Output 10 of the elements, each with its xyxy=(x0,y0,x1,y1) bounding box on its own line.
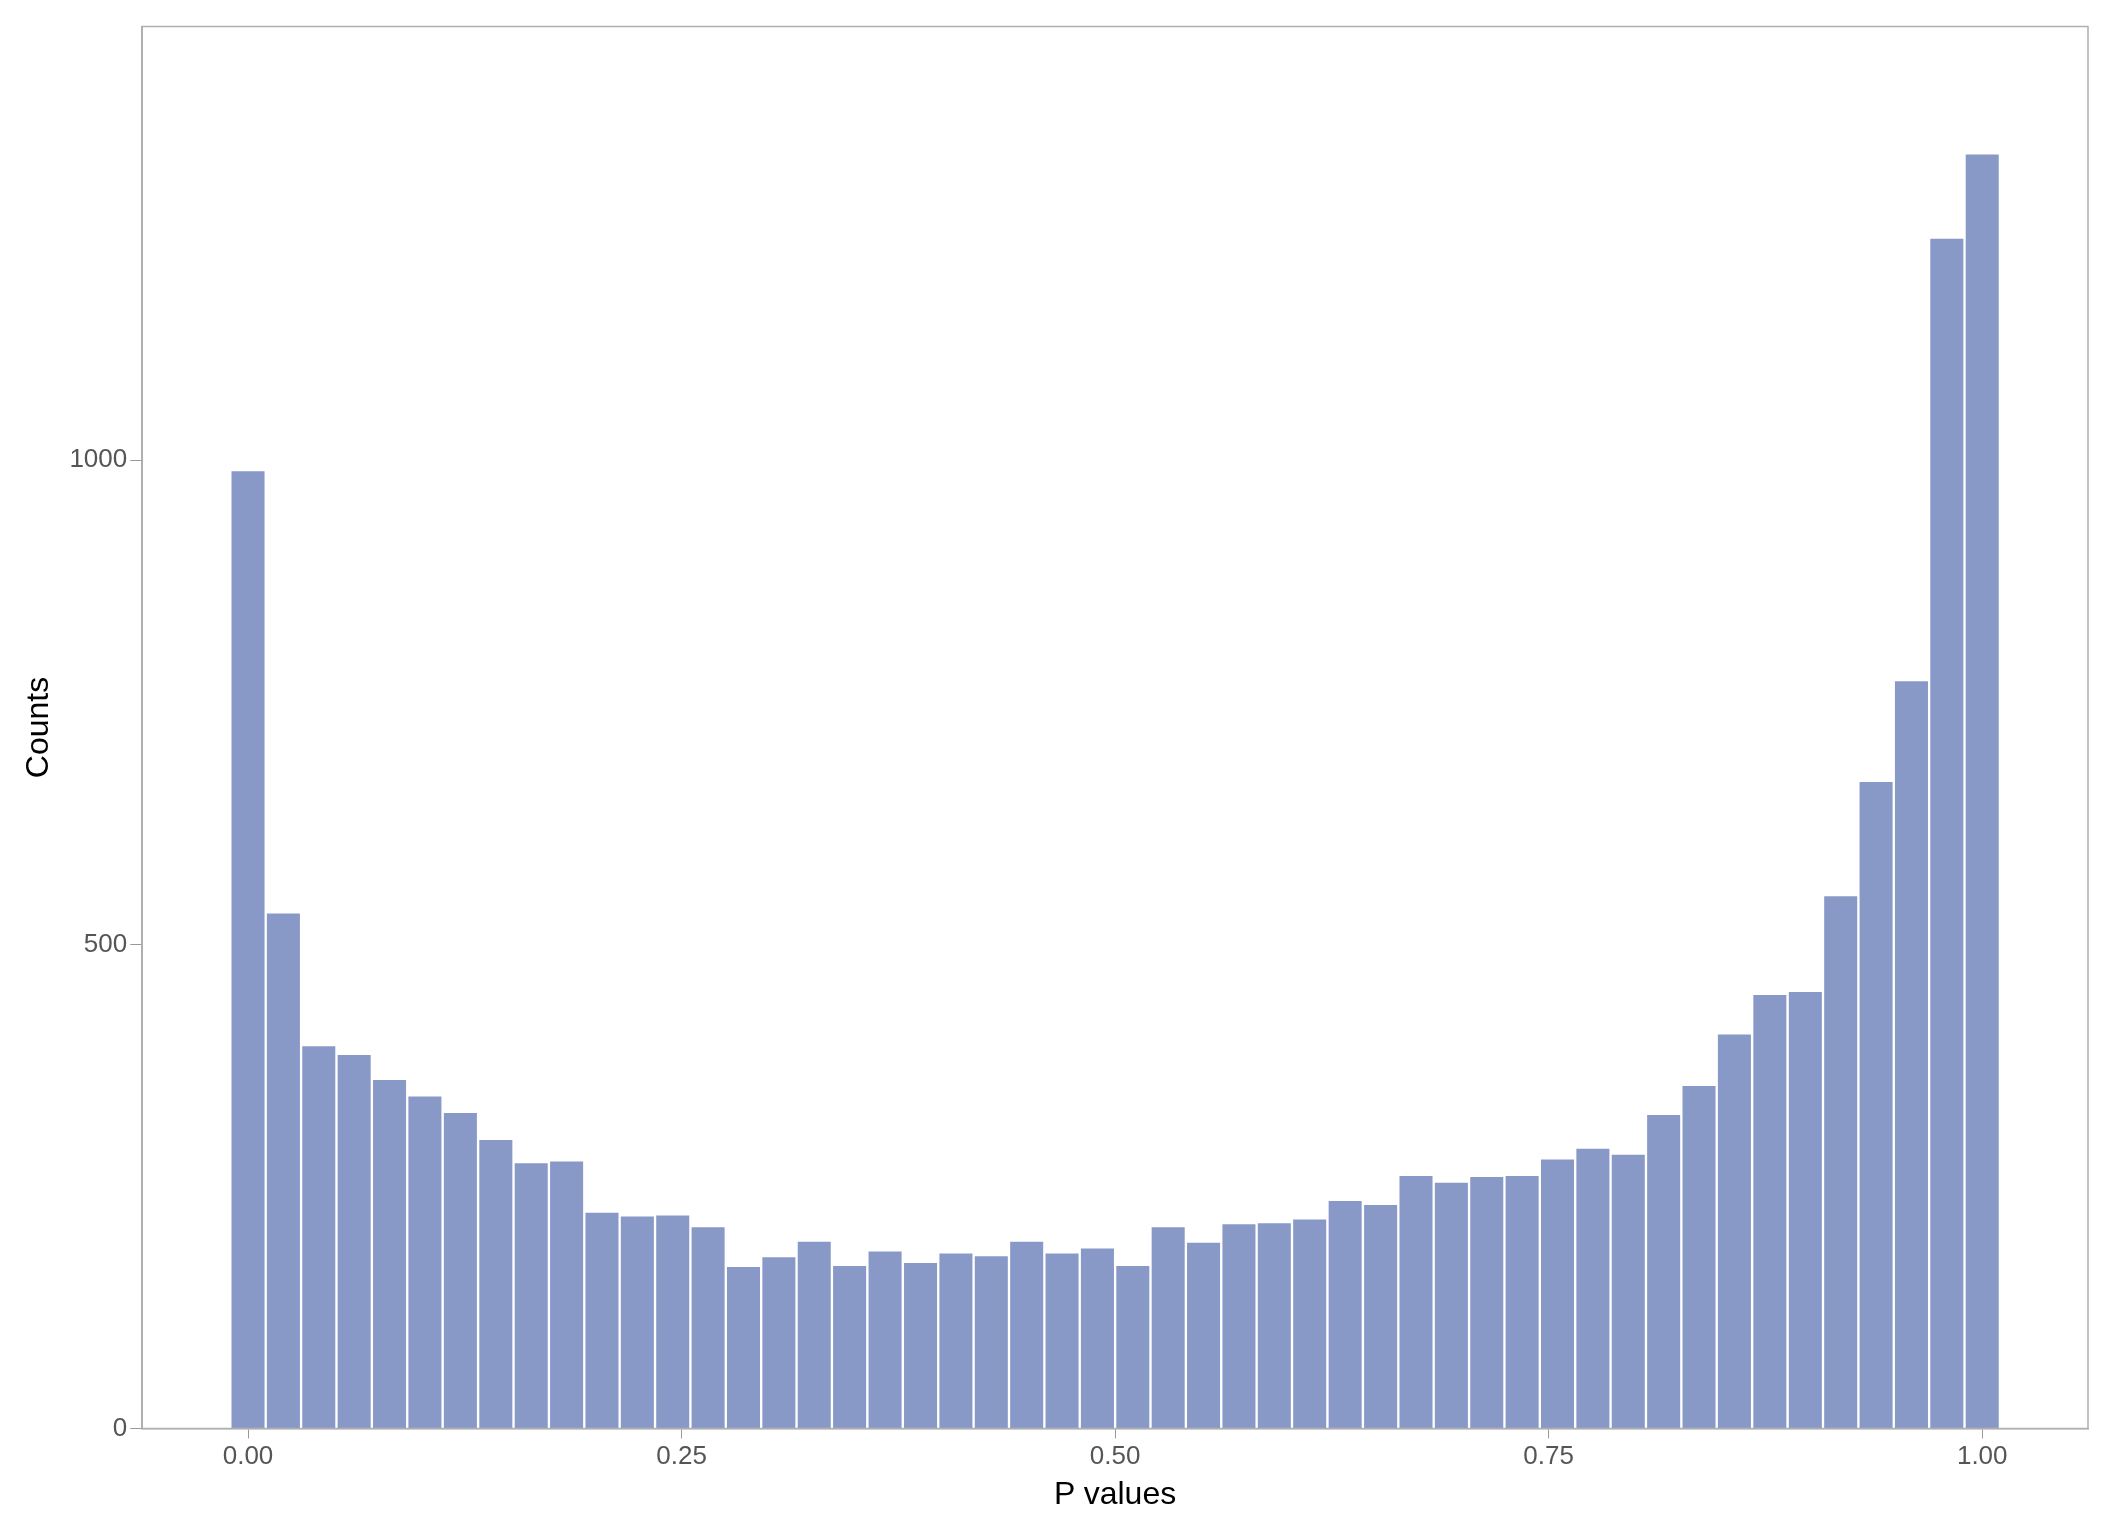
x-tick-label: 0.75 xyxy=(1523,1440,1574,1471)
x-tick-label: 0.25 xyxy=(656,1440,707,1471)
y-axis-title: Counts xyxy=(19,676,56,779)
x-axis-title: P values xyxy=(1054,1474,1177,1511)
x-tick-label: 1.00 xyxy=(1956,1440,2008,1471)
x-tick-label: 0.50 xyxy=(1089,1440,1141,1471)
y-tick-label: 500 xyxy=(83,927,128,958)
y-tick-label: 1000 xyxy=(69,443,128,474)
y-tick-label: 0 xyxy=(112,1411,128,1442)
x-tick-label: 0.00 xyxy=(222,1440,274,1471)
